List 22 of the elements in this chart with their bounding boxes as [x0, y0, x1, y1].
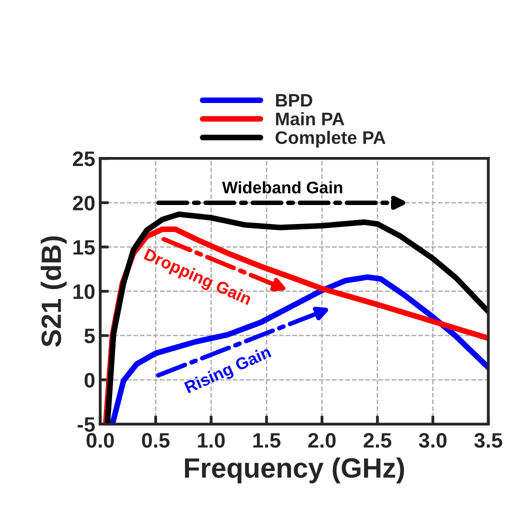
annotation: Rising Gain [184, 345, 273, 396]
legend-label: Main PA [276, 112, 344, 126]
legend-label: BPD [276, 94, 312, 107]
y-tick-label: 25 [72, 151, 95, 166]
y-axis-title: S21 (dB) [40, 236, 67, 347]
x-tick-label: 0.5 [142, 433, 170, 448]
y-tick-label: 20 [72, 196, 95, 210]
y-tick-label: 5 [84, 328, 95, 344]
y-tick-label: 0 [84, 372, 95, 388]
x-tick-label: 2.5 [364, 433, 392, 448]
y-tick-label: -5 [78, 417, 95, 432]
x-tick-label: 2.0 [308, 433, 336, 448]
x-tick-label: 0.0 [86, 433, 114, 448]
y-tick-label: 10 [74, 284, 95, 300]
x-tick-label: 3.0 [418, 433, 446, 448]
y-tick-label: 15 [74, 240, 95, 255]
x-tick-label: 3.5 [474, 433, 502, 448]
x-tick-label: 1.5 [253, 433, 280, 448]
x-tick-label: 1.0 [198, 433, 225, 448]
legend-label: Complete PA [276, 130, 386, 148]
x-axis-title: Frequency (GHz) [185, 457, 404, 484]
annotation: Wideband Gain [222, 181, 342, 194]
